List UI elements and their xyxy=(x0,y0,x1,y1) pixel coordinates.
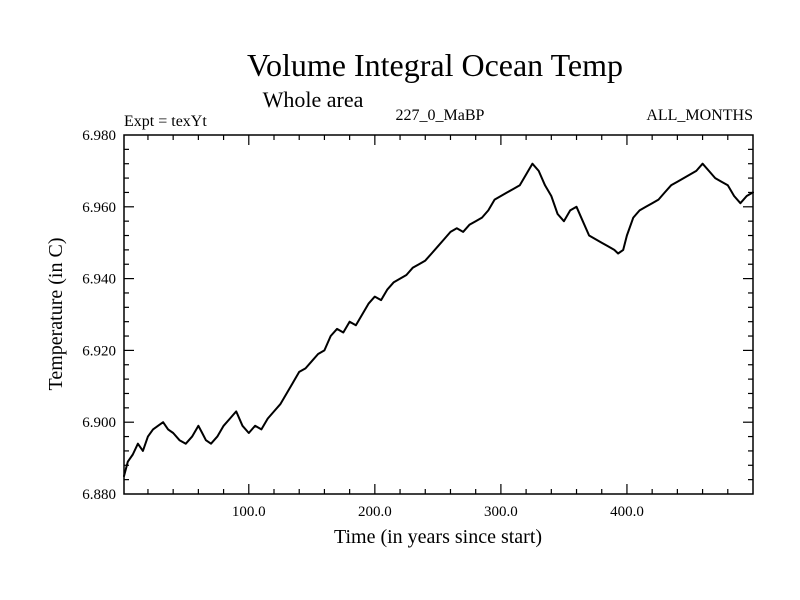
temperature-series-line xyxy=(123,162,754,478)
plot-frame xyxy=(123,134,754,495)
y-axis-label: Temperature (in C) xyxy=(45,238,67,391)
axis-ticks xyxy=(124,135,753,494)
x-tick-labels: 100.0 200.0 300.0 400.0 xyxy=(232,504,644,520)
y-tick-label: 6.920 xyxy=(82,343,116,359)
months-label: ALL_MONTHS xyxy=(646,107,753,124)
x-tick-label: 300.0 xyxy=(484,504,518,520)
y-tick-label: 6.900 xyxy=(82,415,116,431)
y-tick-label: 6.960 xyxy=(82,200,116,216)
x-tick-label: 200.0 xyxy=(358,504,392,520)
y-tick-label: 6.980 xyxy=(82,128,116,144)
period-label: 227_0_MaBP xyxy=(396,107,485,124)
y-tick-label: 6.880 xyxy=(82,487,116,503)
x-tick-label: 400.0 xyxy=(610,504,644,520)
x-tick-label: 100.0 xyxy=(232,504,266,520)
x-axis-label: Time (in years since start) xyxy=(334,526,542,548)
y-tick-label: 6.940 xyxy=(82,272,116,288)
chart-title: Volume Integral Ocean Temp xyxy=(247,47,623,83)
chart-subtitle: Whole area xyxy=(263,87,364,112)
experiment-label: Expt = texYt xyxy=(124,113,207,130)
y-tick-labels: 6.880 6.900 6.920 6.940 6.960 6.980 xyxy=(82,128,116,503)
